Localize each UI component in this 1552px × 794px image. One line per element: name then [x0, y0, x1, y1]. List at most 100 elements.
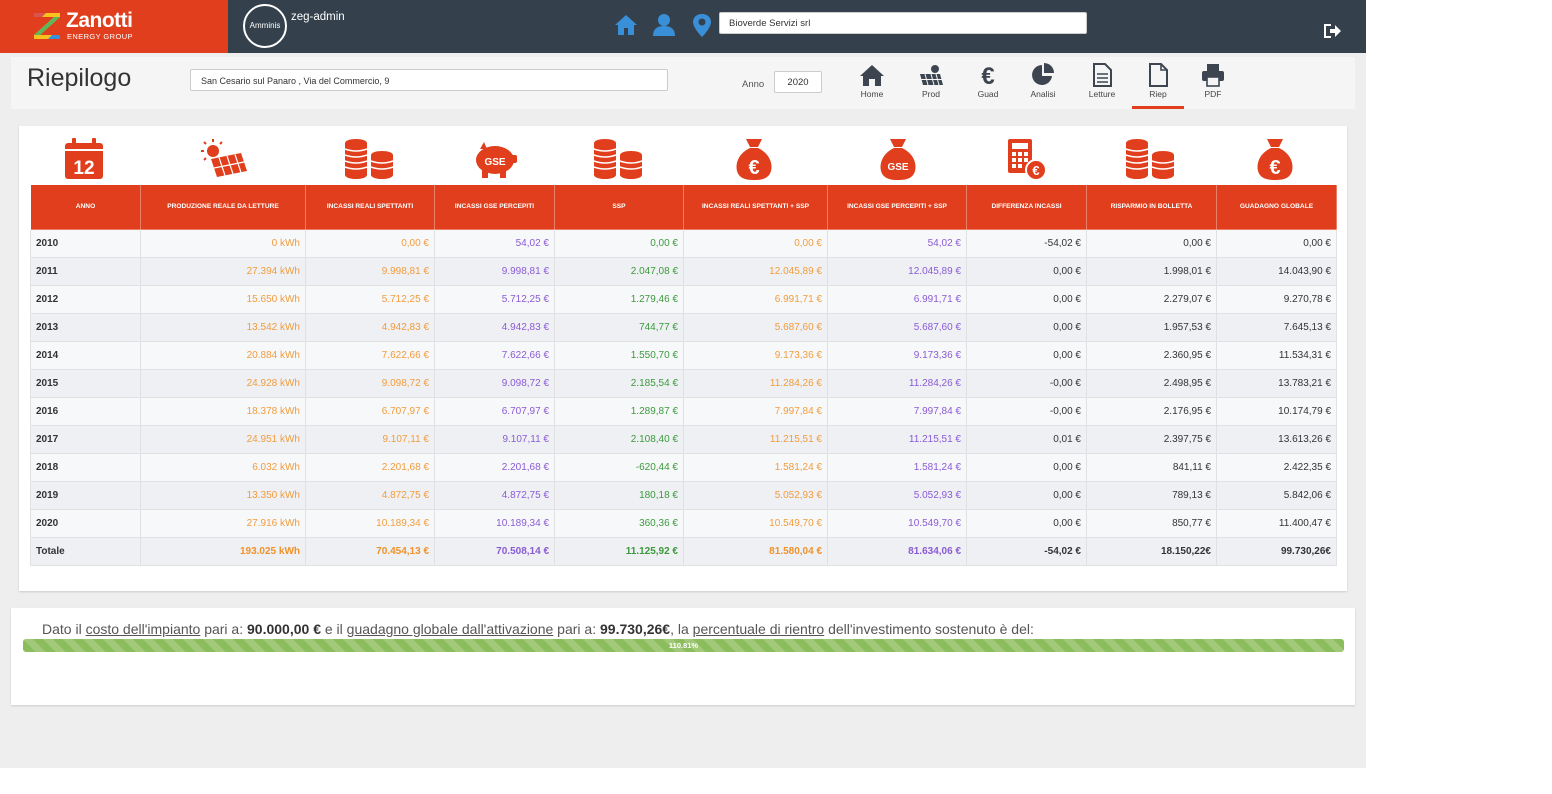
value-cell: 2.108,40 € [554, 425, 684, 454]
value-cell: 6.707,97 € [434, 397, 555, 426]
value-cell: 5.712,25 € [434, 285, 555, 314]
tool-pdf[interactable]: PDF [1187, 59, 1239, 109]
total-cell: 11.125,92 € [554, 537, 684, 566]
value-cell: 2.279,07 € [1086, 285, 1217, 314]
map-marker-icon[interactable] [689, 12, 715, 38]
value-cell: 11.215,51 € [827, 425, 967, 454]
value-cell: 4.942,83 € [434, 313, 555, 342]
value-cell: 1.279,46 € [554, 285, 684, 314]
tool-analisi[interactable]: Analisi [1017, 59, 1069, 109]
value-cell: 744,77 € [554, 313, 684, 342]
value-cell: 11.400,47 € [1216, 509, 1337, 538]
tool-riep[interactable]: Riep [1132, 59, 1184, 109]
value-cell: 1.289,87 € [554, 397, 684, 426]
value-cell: 9.173,36 € [683, 341, 828, 370]
value-cell: 9.173,36 € [827, 341, 967, 370]
anno-input[interactable]: 2020 [774, 71, 822, 93]
column-header[interactable]: GUADAGNO GLOBALE [1216, 184, 1337, 230]
tool-guad[interactable]: € Guad [962, 59, 1014, 109]
nav-icons [613, 12, 715, 38]
money-bag-gse-text: GSE [887, 162, 908, 173]
table-row: 2016 18.378 kWh 6.707,97 €6.707,97 €1.289,… [30, 397, 1337, 426]
value-cell: 5.052,93 € [683, 481, 828, 510]
year-cell: 2020 [30, 509, 141, 538]
solar-panel-icon [920, 65, 943, 86]
column-header[interactable]: INCASSI REALI SPETTANTI + SSP [683, 184, 828, 230]
username[interactable]: zeg-admin [291, 11, 345, 23]
home-icon[interactable] [613, 12, 639, 38]
value-cell: -0,00 € [966, 397, 1087, 426]
money-bag-euro-icon: € [736, 139, 772, 180]
cost-value: 90.000,00 € [247, 621, 321, 637]
value-cell: 13.350 kWh [140, 481, 306, 510]
value-cell: 0,00 € [966, 453, 1087, 482]
value-cell: 9.998,81 € [434, 257, 555, 286]
value-cell: 0,00 € [966, 341, 1087, 370]
column-header[interactable]: INCASSI GSE PERCEPITI + SSP [827, 184, 967, 230]
table-body: 2010 0 kWh 0,00 €54,02 €0,00 €0,00 €54,02 … [30, 229, 1337, 566]
column-header[interactable]: DIFFERENZA INCASSI [966, 184, 1087, 230]
coins-icon [344, 139, 394, 179]
link-percentuale-rientro[interactable]: percentuale di rientro [692, 621, 825, 637]
money-bag-gse-icon: GSE [880, 139, 916, 180]
value-cell: 9.107,11 € [434, 425, 555, 454]
sentence-text: pari a: [553, 621, 600, 637]
value-cell: 1.550,70 € [554, 341, 684, 370]
value-cell: 10.549,70 € [683, 509, 828, 538]
column-header[interactable]: INCASSI REALI SPETTANTI [305, 184, 435, 230]
value-cell: 54,02 € [827, 229, 967, 258]
brand-logo[interactable]: Zanotti ENERGY GROUP [0, 0, 228, 53]
value-cell: 6.991,71 € [683, 285, 828, 314]
value-cell: 2.498,95 € [1086, 369, 1217, 398]
value-cell: 14.043,90 € [1216, 257, 1337, 286]
address-field[interactable]: San Cesario sul Panaro , Via del Commerc… [190, 69, 668, 91]
value-cell: 0,00 € [966, 285, 1087, 314]
value-cell: 12.045,89 € [683, 257, 828, 286]
value-cell: 1.957,53 € [1086, 313, 1217, 342]
value-cell: 1.581,24 € [827, 453, 967, 482]
svg-text:€: € [981, 63, 994, 88]
value-cell: 2.047,08 € [554, 257, 684, 286]
user-icon[interactable] [651, 12, 677, 38]
value-cell: 1.581,24 € [683, 453, 828, 482]
calculator-icon: € [1008, 139, 1047, 181]
value-cell: 0,00 € [554, 229, 684, 258]
link-costo-impianto[interactable]: costo dell'impianto [85, 621, 201, 637]
logout-icon[interactable] [1322, 22, 1342, 40]
header-panel: Riepilogo San Cesario sul Panaro , Via d… [11, 57, 1355, 109]
value-cell: 0,01 € [966, 425, 1087, 454]
link-guadagno-globale[interactable]: guadagno globale dall'attivazione [346, 621, 554, 637]
value-cell: 2.397,75 € [1086, 425, 1217, 454]
value-cell: 2.201,68 € [434, 453, 555, 482]
value-cell: 10.549,70 € [827, 509, 967, 538]
value-cell: 24.928 kWh [140, 369, 306, 398]
tool-letture-label: Letture [1088, 89, 1116, 99]
value-cell: 2.360,95 € [1086, 341, 1217, 370]
column-header[interactable]: ANNO [30, 184, 141, 230]
table-header-row: ANNO PRODUZIONE REALE DA LETTURE INCASSI… [30, 184, 1337, 230]
brand-subtitle: ENERGY GROUP [67, 32, 133, 41]
table-row: 2018 6.032 kWh 2.201,68 €2.201,68 € -620,44… [30, 453, 1337, 482]
value-cell: 5.712,25 € [305, 285, 435, 314]
total-cell: 70.508,14 € [434, 537, 555, 566]
value-cell: 20.884 kWh [140, 341, 306, 370]
value-cell: 5.687,60 € [683, 313, 828, 342]
value-cell: 2.422,35 € [1216, 453, 1337, 482]
column-header[interactable]: PRODUZIONE REALE DA LETTURE [140, 184, 306, 230]
total-cell: 70.454,13 € [305, 537, 435, 566]
tool-prod[interactable]: Prod [905, 59, 957, 109]
value-cell: 0,00 € [966, 257, 1087, 286]
value-cell: 13.542 kWh [140, 313, 306, 342]
client-select[interactable]: Bioverde Servizi srl [719, 12, 1087, 34]
year-cell: 2015 [30, 369, 141, 398]
value-cell: 12.045,89 € [827, 257, 967, 286]
tool-home[interactable]: Home [846, 59, 898, 109]
sentence-text: , la [670, 621, 693, 637]
column-header[interactable]: RISPARMIO IN BOLLETTA [1086, 184, 1217, 230]
column-header[interactable]: INCASSI GSE PERCEPITI [434, 184, 555, 230]
home-icon [860, 65, 884, 86]
column-header[interactable]: SSP [554, 184, 684, 230]
value-cell: 0 kWh [140, 229, 306, 258]
avatar[interactable]: Amminis [243, 4, 287, 48]
tool-letture[interactable]: Letture [1076, 59, 1128, 109]
